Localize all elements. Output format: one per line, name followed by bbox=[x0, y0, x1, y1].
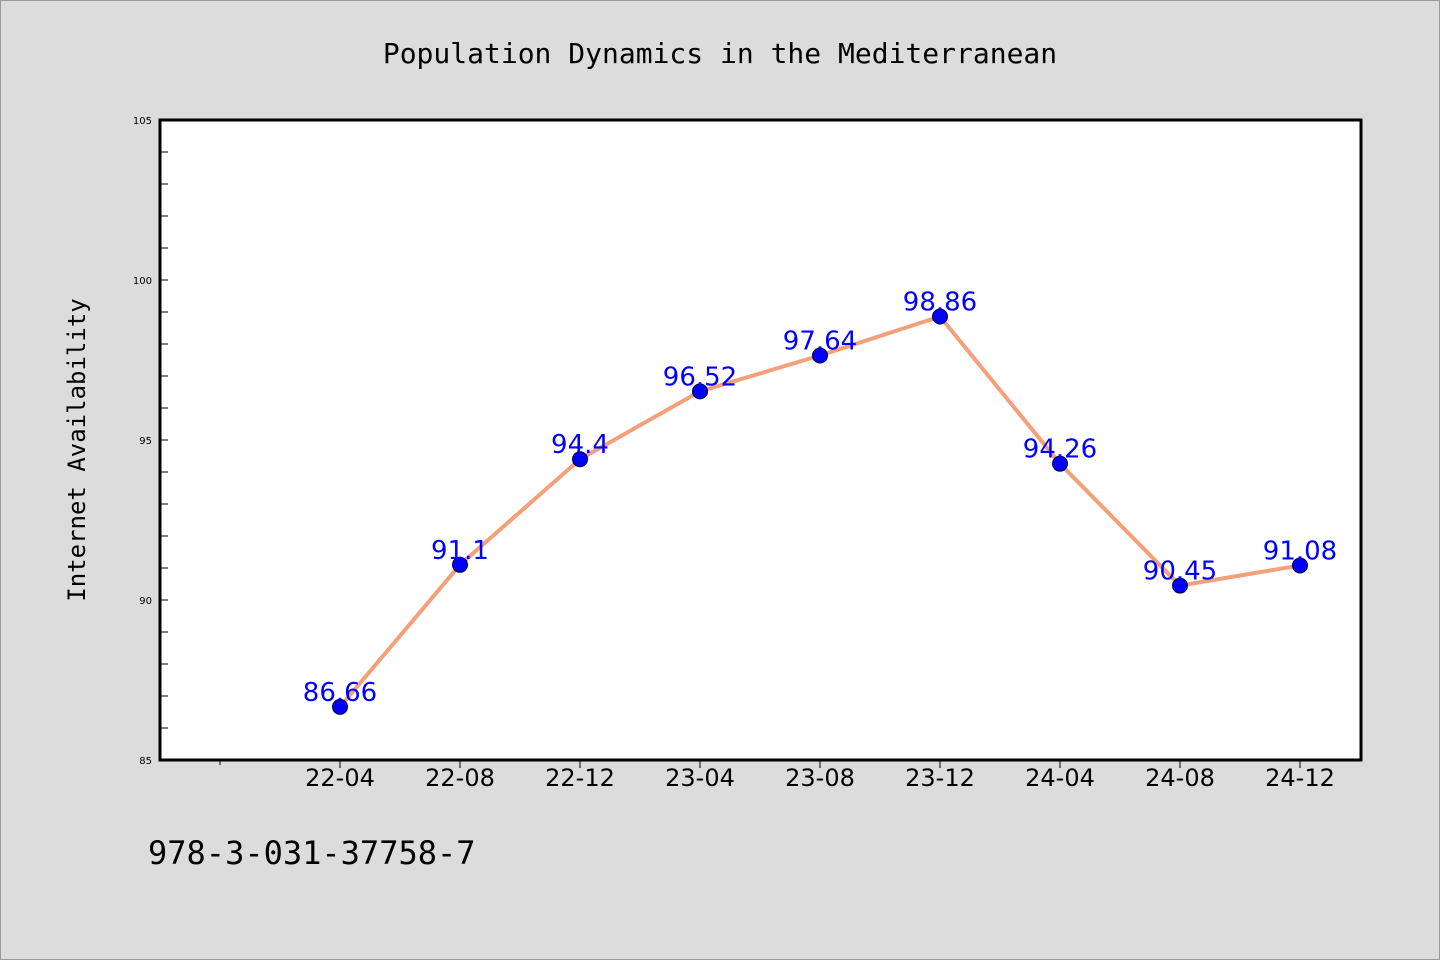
x-tick-label: 24-04 bbox=[1025, 764, 1095, 792]
x-tick-label: 24-12 bbox=[1265, 764, 1335, 792]
plot-area bbox=[158, 118, 1363, 762]
x-tick-label: 24-08 bbox=[1145, 764, 1215, 792]
data-point bbox=[1052, 455, 1068, 472]
data-label: 94.26 bbox=[1023, 435, 1097, 465]
footnote-isbn: 978-3-031-37758-7 bbox=[148, 834, 476, 872]
x-tick-label: 22-04 bbox=[305, 764, 375, 792]
data-label: 86.66 bbox=[303, 678, 377, 708]
y-tick-label: 100 bbox=[133, 276, 152, 287]
data-point bbox=[452, 556, 468, 573]
data-point bbox=[572, 451, 588, 468]
y-tick-label: 105 bbox=[133, 116, 152, 127]
data-label: 91.1 bbox=[431, 536, 489, 566]
data-label: 90.45 bbox=[1143, 557, 1217, 587]
data-label: 97.64 bbox=[783, 327, 857, 357]
data-point bbox=[932, 308, 948, 325]
y-tick-label: 90 bbox=[139, 596, 152, 607]
data-point bbox=[812, 347, 828, 364]
data-point bbox=[332, 698, 348, 715]
x-tick-label: 23-12 bbox=[905, 764, 975, 792]
y-axis: 85 90 95 100 105 bbox=[133, 116, 168, 767]
chart-title: Population Dynamics in the Mediterranean bbox=[383, 37, 1057, 70]
x-axis: 22-04 22-08 22-12 23-04 23-08 23-12 24-04 24-08… bbox=[219, 760, 1335, 792]
data-label: 98.86 bbox=[903, 287, 977, 317]
x-tick-label: 23-04 bbox=[665, 764, 735, 792]
y-axis-label: Internet Availability bbox=[63, 298, 91, 601]
y-tick-label: 95 bbox=[139, 436, 152, 447]
data-point bbox=[692, 383, 708, 400]
x-tick-label: 23-08 bbox=[785, 764, 855, 792]
data-point bbox=[1172, 577, 1188, 594]
data-label: 91.08 bbox=[1263, 536, 1337, 566]
series-layer: 86.66 91.1 94.4 96.52 97.64 98.86 94.26 90.45 91… bbox=[303, 287, 1337, 715]
data-label: 94.4 bbox=[551, 430, 609, 460]
data-label: 96.52 bbox=[663, 362, 737, 392]
x-tick-label: 22-12 bbox=[545, 764, 615, 792]
y-tick-label: 85 bbox=[139, 756, 152, 767]
x-tick-label: 22-08 bbox=[425, 764, 495, 792]
data-point bbox=[1292, 557, 1308, 574]
